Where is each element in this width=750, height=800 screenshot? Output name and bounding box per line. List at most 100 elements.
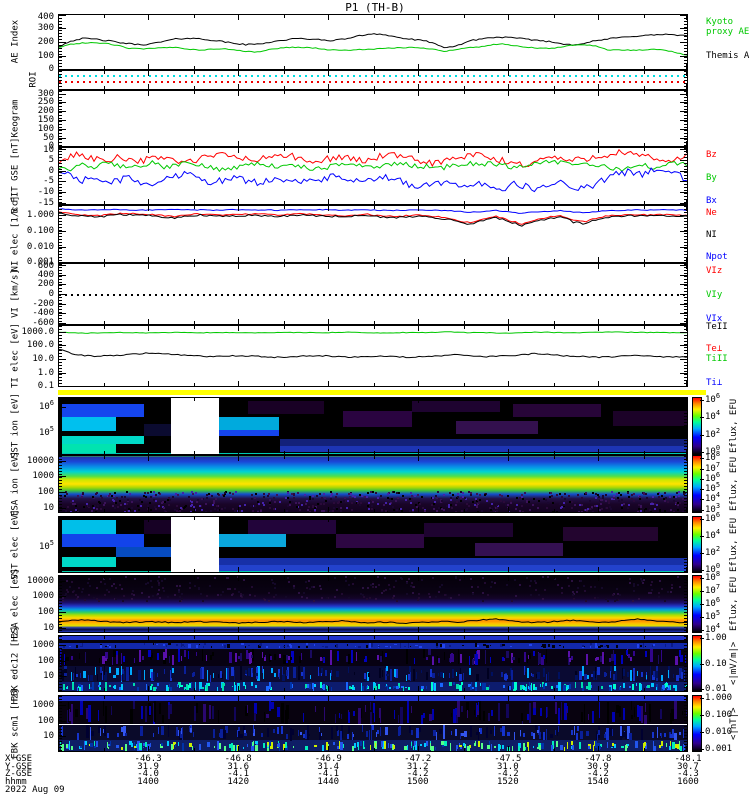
- spectrogram-striation: [298, 666, 301, 681]
- spectrogram-noise-dot: [371, 586, 374, 589]
- x-major-tick-top: [507, 636, 509, 641]
- spectrogram-striation: [655, 671, 659, 679]
- spectrogram-noise-dot: [263, 495, 266, 498]
- x-minor-tick-bottom: [643, 259, 645, 262]
- spectrogram-striation: [680, 746, 682, 751]
- spectrogram-noise-dot: [609, 507, 612, 510]
- spectrogram-striation: [450, 712, 453, 718]
- spectrogram-striation: [602, 652, 605, 664]
- spectrogram-noise-dot: [188, 587, 191, 590]
- spectrogram-striation: [199, 743, 202, 751]
- spectrogram-striation: [360, 708, 363, 718]
- x-minor-tick-top: [194, 264, 196, 267]
- spectrogram-striation: [434, 746, 436, 750]
- spectrogram-noise-dot: [482, 577, 485, 579]
- y-major-tick: [59, 42, 66, 43]
- spectrogram-striation: [660, 733, 662, 738]
- spectrogram-striation: [281, 703, 285, 724]
- spectrogram-noise-dot: [94, 504, 96, 507]
- spectrogram-striation: [102, 671, 104, 680]
- spectrogram-striation: [273, 729, 276, 733]
- spectrogram-noise-dot: [459, 491, 462, 494]
- spectrogram-noise-dot: [601, 586, 604, 589]
- spectrogram-noise-dot: [330, 493, 333, 496]
- x-minor-tick-bottom: [194, 451, 196, 454]
- spectrogram-noise-dot: [188, 495, 191, 498]
- x-minor-tick-bottom: [104, 451, 106, 454]
- spectrogram-striation: [160, 744, 163, 748]
- spectrogram-striation: [531, 674, 534, 678]
- x-major-tick-top: [328, 398, 330, 403]
- y-major-tick-right: [680, 214, 687, 216]
- colorbar-tick: [700, 468, 704, 470]
- spectrogram-noise-dot: [505, 503, 507, 506]
- spectrogram-striation: [321, 658, 324, 661]
- spectrogram-noise-dot: [529, 580, 532, 583]
- spectrogram-noise-dot: [473, 504, 476, 507]
- x-minor-tick-bottom: [284, 86, 286, 89]
- spectrogram-noise-dot: [173, 508, 176, 511]
- spectrogram-noise-dot: [360, 592, 363, 595]
- spectrogram-noise-dot: [678, 491, 681, 494]
- spectrogram-striation: [610, 671, 612, 679]
- spectrogram-striation: [619, 685, 621, 688]
- spectrogram-noise-dot: [92, 505, 95, 507]
- heat-block: [219, 534, 286, 547]
- spectrogram-noise-dot: [111, 584, 114, 587]
- spectrogram-striation: [429, 743, 431, 750]
- spectrogram-striation: [527, 667, 530, 678]
- spectrogram-striation: [69, 712, 72, 721]
- spectrogram-noise-dot: [207, 493, 210, 496]
- spectrogram-noise-dot: [429, 596, 431, 599]
- spectrogram-striation: [482, 643, 486, 647]
- spectrogram-striation: [150, 684, 153, 687]
- spectrogram-striation: [551, 740, 555, 750]
- spectrogram-striation: [312, 687, 315, 691]
- spectrogram-striation: [170, 669, 173, 681]
- y-minor-ticks-right: [684, 71, 687, 89]
- x-minor-tick-bottom: [463, 383, 465, 386]
- spectrogram-noise-dot: [114, 502, 117, 505]
- x-major-tick-top: [328, 576, 330, 581]
- spectrogram-noise-dot: [191, 493, 194, 495]
- spectrogram-striation: [234, 670, 236, 680]
- spectrogram-noise-dot: [128, 510, 131, 512]
- spectrogram-noise-dot: [315, 506, 317, 509]
- spectrogram-noise-dot: [411, 508, 414, 511]
- spectrogram-striation: [512, 681, 514, 689]
- spectrogram-noise-dot: [663, 498, 666, 501]
- spectrogram-noise-dot: [215, 497, 218, 500]
- spectrogram-noise-dot: [573, 503, 576, 506]
- heat-block: [424, 522, 513, 537]
- spectrogram-noise-dot: [190, 504, 193, 507]
- spectrogram-striation: [277, 708, 280, 714]
- spectrogram-noise-dot: [290, 492, 293, 495]
- spectrogram-striation: [537, 729, 540, 734]
- colorbar-tick: [700, 591, 704, 593]
- series-tiii: [59, 331, 687, 334]
- y-major-tick: [59, 159, 66, 161]
- spectrogram-noise-dot: [229, 497, 232, 500]
- spectrogram-noise-dot: [676, 505, 679, 508]
- spectrogram-striation: [409, 725, 412, 733]
- spectrogram-noise-dot: [158, 588, 160, 591]
- spectrogram-striation: [169, 675, 171, 682]
- spectrogram-striation: [357, 646, 361, 648]
- ephemeris-value: -4.0: [137, 769, 159, 779]
- spectrogram-noise-dot: [649, 592, 652, 595]
- x-major-tick-bottom: [417, 319, 419, 324]
- spectrogram-striation: [290, 682, 292, 690]
- x-major-tick-bottom: [686, 64, 687, 69]
- spectrogram-striation: [523, 686, 525, 691]
- spectrogram-striation: [483, 710, 485, 722]
- spectrogram-noise-dot: [502, 500, 505, 503]
- spectrogram-striation: [368, 672, 371, 677]
- spectrogram-striation: [582, 646, 585, 648]
- spectrogram-noise-dot: [650, 510, 653, 512]
- spectrogram-noise-dot: [461, 492, 464, 495]
- spectrogram-noise-dot: [477, 503, 480, 506]
- y-tick-label: 200: [37, 37, 54, 47]
- x-major-tick-bottom: [597, 257, 599, 262]
- series-by: [59, 159, 687, 173]
- spectrogram-noise-dot: [340, 507, 343, 510]
